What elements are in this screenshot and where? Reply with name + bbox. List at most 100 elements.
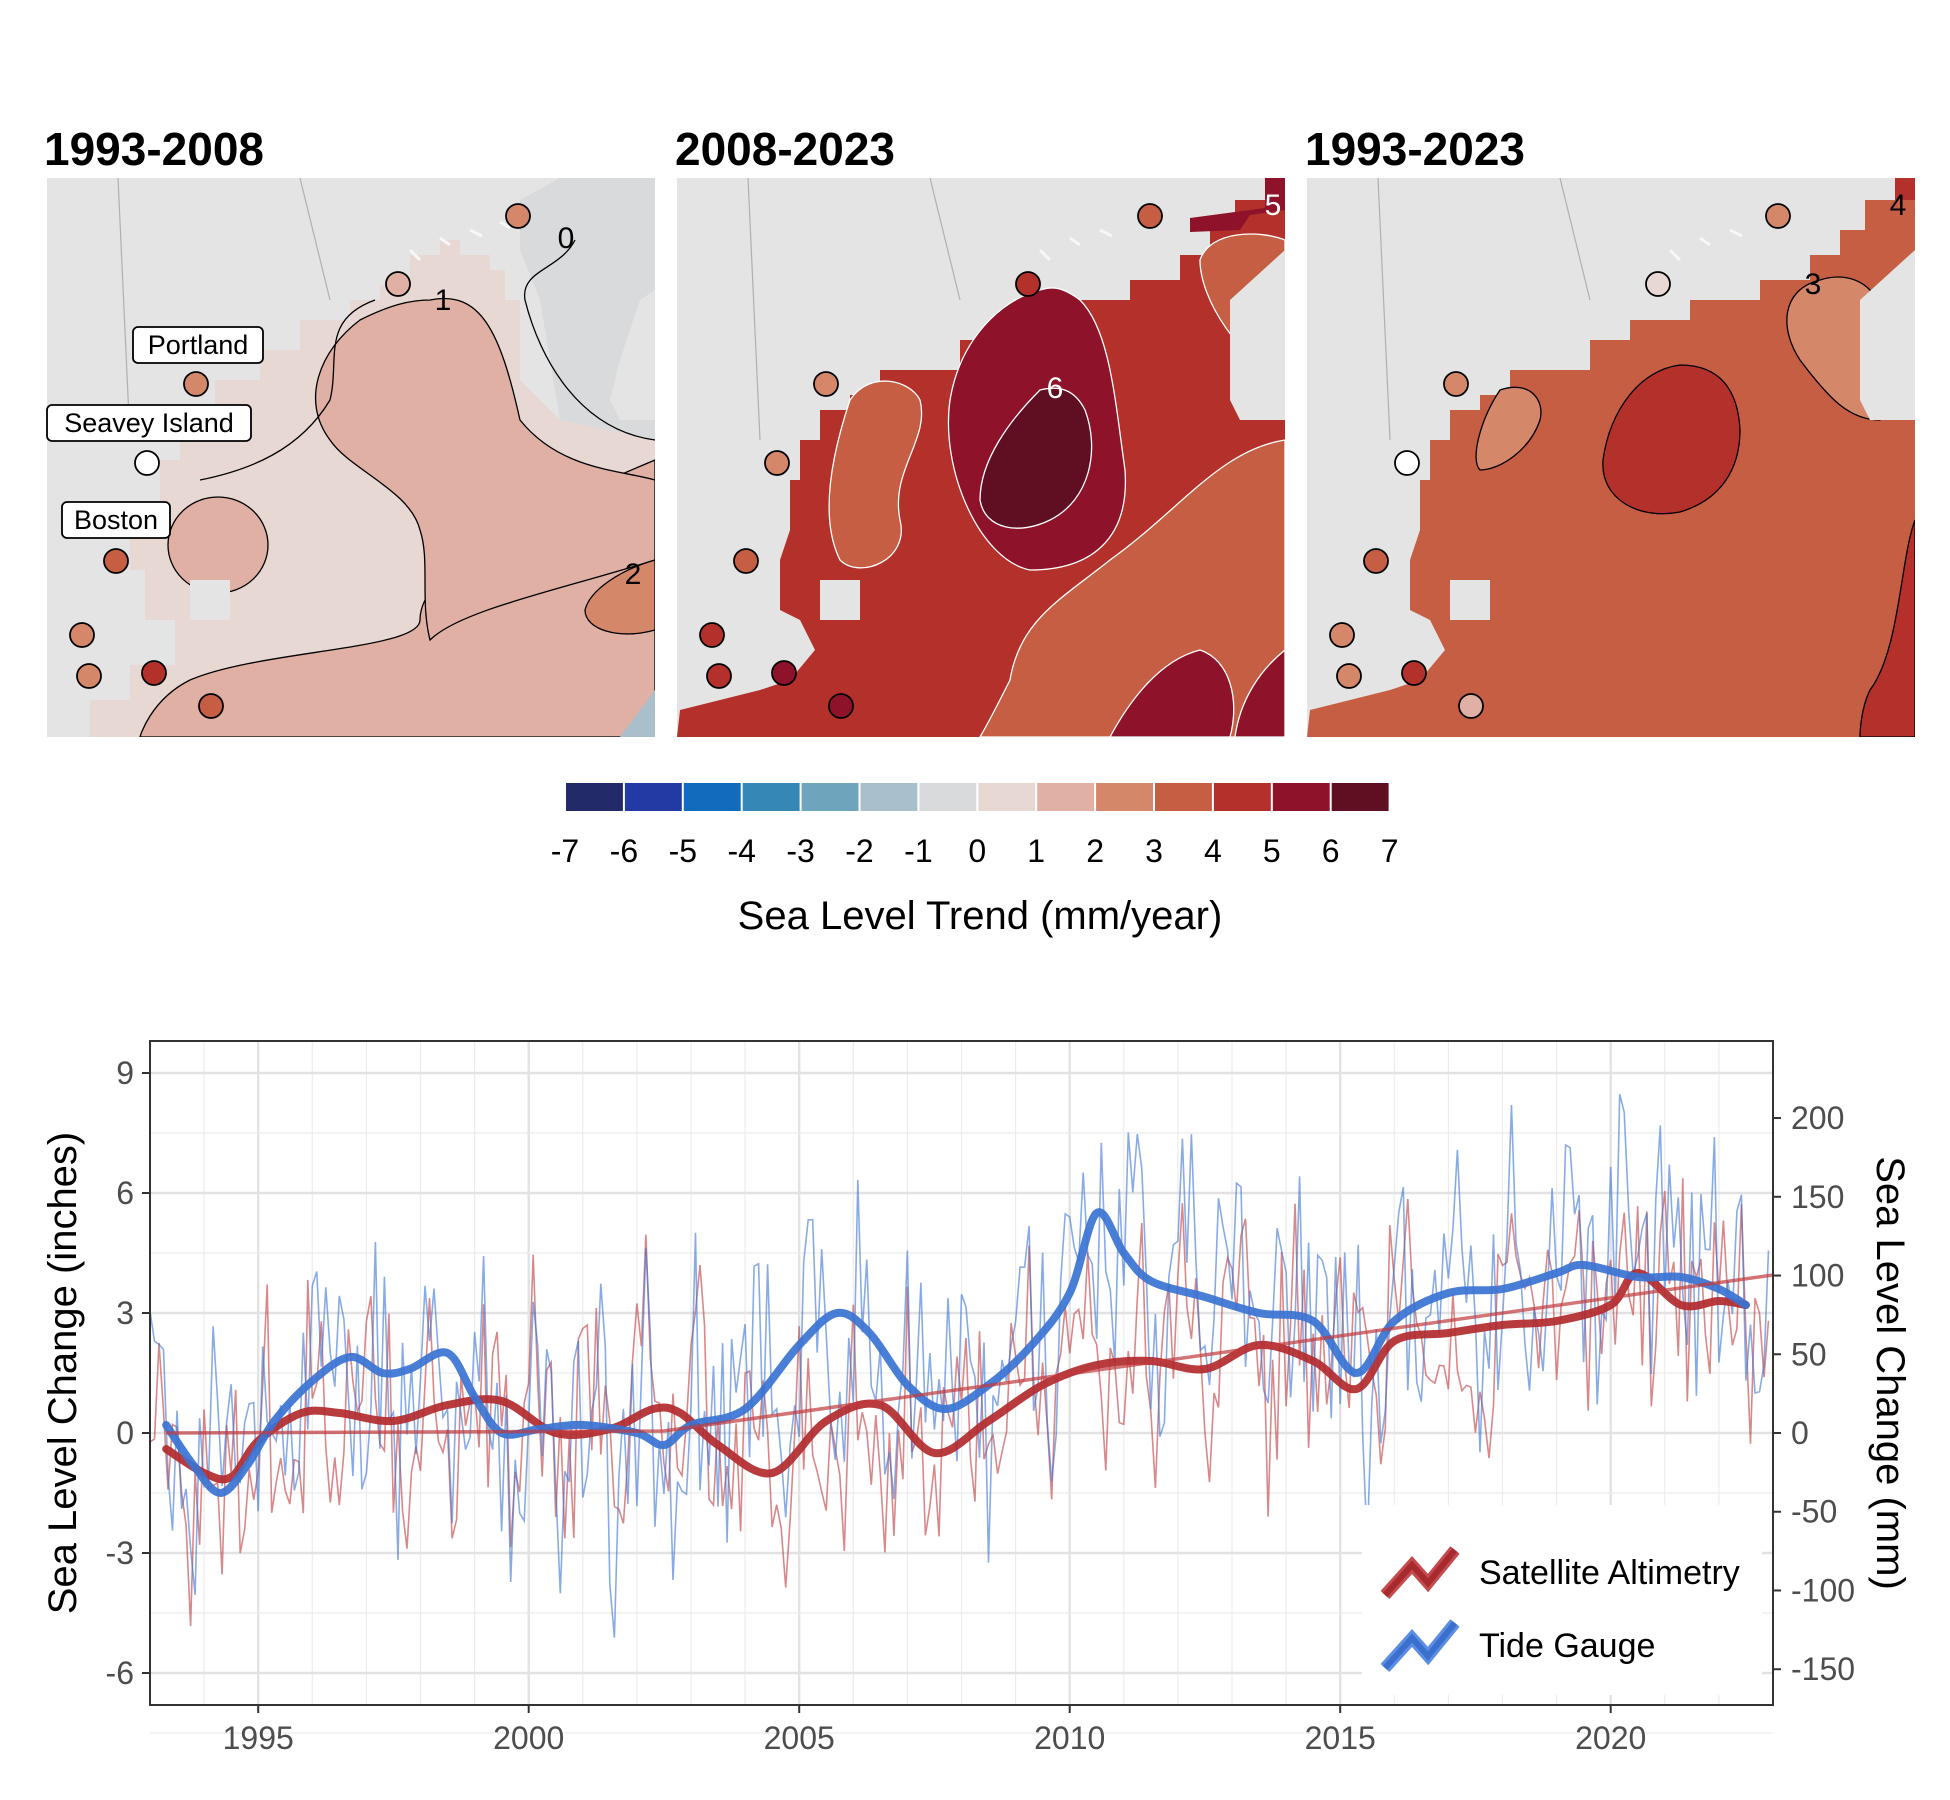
contour-label: 3 (1805, 268, 1822, 301)
station-marker (733, 548, 759, 574)
y-axis-label-right: Sea Level Change (mm) (1868, 1156, 1912, 1590)
x-tick-label: 1995 (223, 1720, 294, 1756)
state-border (117, 178, 331, 441)
colorbar-tick-label: -2 (845, 833, 873, 869)
colorbar-tick-label: 0 (968, 833, 986, 869)
land-nova-scotia (1230, 250, 1285, 420)
series-lines (162, 1208, 1773, 1497)
station-marker (198, 693, 224, 719)
land-cape (820, 580, 860, 620)
colorbar-swatch (683, 783, 741, 811)
x-tick-label: 2015 (1305, 1720, 1376, 1756)
station-marker-portland (183, 371, 209, 397)
station-markers (69, 203, 1791, 719)
y-right-tick-label: 0 (1791, 1415, 1809, 1451)
colorbar-tick-label: 2 (1086, 833, 1104, 869)
legend-key-satellite-altimetry-inner (1382, 1548, 1458, 1598)
colorbar-swatch (742, 783, 800, 811)
y-right-tick-label: -150 (1791, 1651, 1855, 1687)
y-tick-label: 6 (116, 1175, 134, 1211)
x-tick-label: 2010 (1034, 1720, 1105, 1756)
place-label-boston: Boston (74, 505, 158, 535)
station-marker-seavey (134, 450, 160, 476)
place-labels: Portland Seavey Island Boston (46, 326, 264, 539)
station-marker (141, 660, 167, 686)
map-title: 2008-2023 (675, 123, 895, 175)
contour-line-1 (199, 299, 376, 481)
colorbar-tick-label: 3 (1145, 833, 1163, 869)
ocean-trend-1-to-2-west (167, 496, 269, 594)
place-label-box (61, 501, 171, 539)
ocean-trend-5-northeast (1190, 178, 1285, 232)
coastal-islands (408, 220, 511, 262)
station-marker (1137, 203, 1163, 229)
station-marker (1329, 622, 1355, 648)
station-marker-boston (103, 548, 129, 574)
colorbar-tick-label: 1 (1027, 833, 1045, 869)
ocean-trend-4-to-5-northeast (1895, 178, 1915, 200)
legend-background (1362, 1505, 1762, 1695)
station-marker (1443, 371, 1469, 397)
y-right-tick-label: -50 (1791, 1494, 1837, 1530)
colorbar-tick-label: -5 (669, 833, 697, 869)
place-label-portland: Portland (148, 330, 249, 360)
contour-label: 4 (1890, 189, 1907, 222)
contour-line-0 (524, 239, 655, 441)
colorbar-tick-label: -3 (786, 833, 814, 869)
ocean-trend-4-to-5-southeast (1859, 519, 1915, 737)
colorbar-title: Sea Level Trend (mm/year) (738, 894, 1223, 938)
colorbar-tick-label: -4 (727, 833, 755, 869)
x-tick-label: 2020 (1575, 1720, 1646, 1756)
raw-line-tide-gauge (150, 1094, 1770, 1638)
coastal-islands (1668, 228, 1743, 262)
smoothed-line-tide-gauge (162, 1208, 1750, 1497)
ocean-trend-1-to-2-mid (314, 297, 655, 642)
station-marker (1336, 663, 1362, 689)
legend-key-tide-gauge-inner (1382, 1621, 1458, 1671)
colorbar-swatch (624, 783, 682, 811)
place-label-box (46, 404, 252, 442)
ocean-trend-3-to-4-west (828, 380, 923, 569)
map-title: 1993-2023 (1305, 123, 1525, 175)
ocean-trend-2-to-3 (584, 559, 655, 635)
y-axis-right: 200 150 100 50 0 -50 -100 -150 (1773, 1100, 1855, 1687)
land-cape (190, 580, 230, 620)
station-marker (828, 693, 854, 719)
ocean-trend-2-to-3-west (1475, 386, 1542, 471)
plot-border (149, 1040, 1774, 1706)
colorbar-swatch (860, 783, 918, 811)
colorbar-swatches (566, 783, 1389, 811)
time-series-chart: 1995 2000 2005 2010 2015 2020 9 6 3 0 -3 -6 200 150… (41, 1040, 1912, 1756)
y-tick-label: 9 (116, 1055, 134, 1091)
y-axis-left: 9 6 3 0 -3 -6 (106, 1055, 150, 1691)
station-marker (1765, 203, 1791, 229)
contour-label: 6 (1047, 372, 1064, 405)
contour-labels: 0 1 2 5 6 4 3 (435, 189, 1907, 591)
ocean-trend-neg (620, 690, 655, 737)
colorbar-tick-label: 6 (1322, 833, 1340, 869)
colorbar-swatch (1096, 783, 1153, 811)
station-marker (69, 622, 95, 648)
map-title: 1993-2008 (44, 123, 264, 175)
colorbar-tick-label: -7 (551, 833, 579, 869)
contour-label: 5 (1265, 189, 1282, 222)
place-label-box (132, 326, 264, 364)
colorbar-swatch (919, 783, 977, 811)
x-tick-label: 2000 (493, 1720, 564, 1756)
ocean-trend-5-south (1109, 649, 1235, 737)
y-right-tick-label: 200 (1791, 1100, 1844, 1136)
x-tick-label: 2005 (764, 1720, 835, 1756)
map-panel-1993-2023: 1993-2023 (1305, 123, 1915, 737)
ocean-trend-4-to-5 (1602, 364, 1741, 515)
station-marker (385, 271, 411, 297)
station-marker (1015, 271, 1041, 297)
state-border (747, 178, 961, 441)
y-tick-label: 3 (116, 1295, 134, 1331)
station-marker (764, 450, 790, 476)
colorbar-tick-label: -6 (610, 833, 638, 869)
state-border (1377, 178, 1591, 441)
trend-colorbar: -7 -6 -5 -4 -3 -2 -1 0 1 2 3 4 5 6 7 Sea Level Trend (… (551, 783, 1398, 938)
colorbar-swatch (566, 783, 623, 811)
y-right-tick-label: 50 (1791, 1336, 1827, 1372)
colorbar-swatch (1155, 783, 1212, 811)
